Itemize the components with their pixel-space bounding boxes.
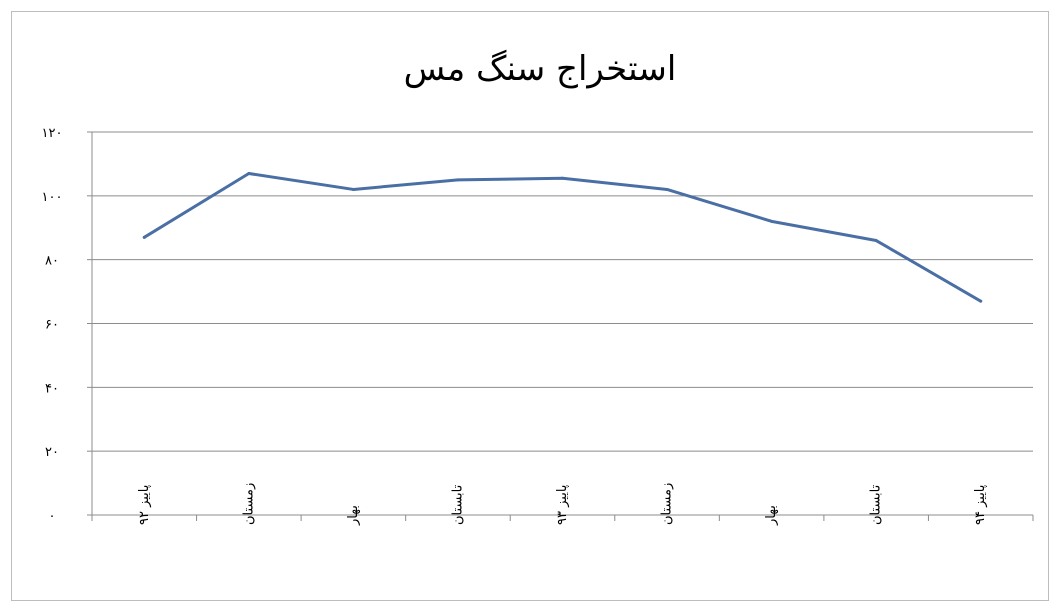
- y-tick-label: ۶۰: [45, 318, 59, 333]
- data-point: [351, 187, 355, 191]
- x-tick-label: پاییز ۹۲: [137, 484, 152, 525]
- y-tick-label: ۴۰: [45, 381, 59, 396]
- data-point: [247, 171, 251, 175]
- x-tick-label: تابستان: [450, 484, 465, 525]
- grid: [92, 131, 1033, 452]
- data-point: [561, 176, 564, 180]
- data-point: [979, 299, 983, 303]
- x-tick-label: زمستان: [241, 483, 256, 525]
- data-point: [770, 219, 774, 223]
- series-line: [142, 171, 983, 303]
- y-tick-label: ۱۲۰: [42, 126, 63, 141]
- x-tick-label: بهار: [346, 505, 361, 526]
- axes: [87, 131, 1034, 521]
- y-axis-ticks: ۰ ۲۰ ۴۰ ۶۰ ۸۰ ۱۰۰ ۱۲۰: [42, 126, 63, 524]
- x-tick-label: تابستان: [869, 484, 884, 525]
- x-tick-label: بهار: [764, 505, 779, 526]
- x-tick-label: پاییز ۹۴: [973, 484, 988, 525]
- chart-title: استخراج سنگ مس: [404, 49, 677, 89]
- y-tick-label: ۰: [49, 509, 56, 524]
- x-axis-ticks: پاییز ۹۲ زمستان بهار تابستان پاییز ۹۳ زمستان ب…: [137, 483, 988, 526]
- y-tick-label: ۱۰۰: [42, 190, 63, 205]
- data-point: [665, 187, 669, 191]
- series-layer: [142, 171, 983, 303]
- data-point: [142, 235, 146, 239]
- data-point: [456, 178, 460, 182]
- y-tick-label: ۸۰: [45, 254, 59, 269]
- x-tick-label: زمستان: [660, 483, 675, 525]
- y-tick-label: ۲۰: [45, 445, 59, 460]
- chart-frame: [11, 11, 1049, 601]
- data-point: [874, 239, 878, 243]
- x-tick-label: پاییز ۹۳: [555, 484, 570, 525]
